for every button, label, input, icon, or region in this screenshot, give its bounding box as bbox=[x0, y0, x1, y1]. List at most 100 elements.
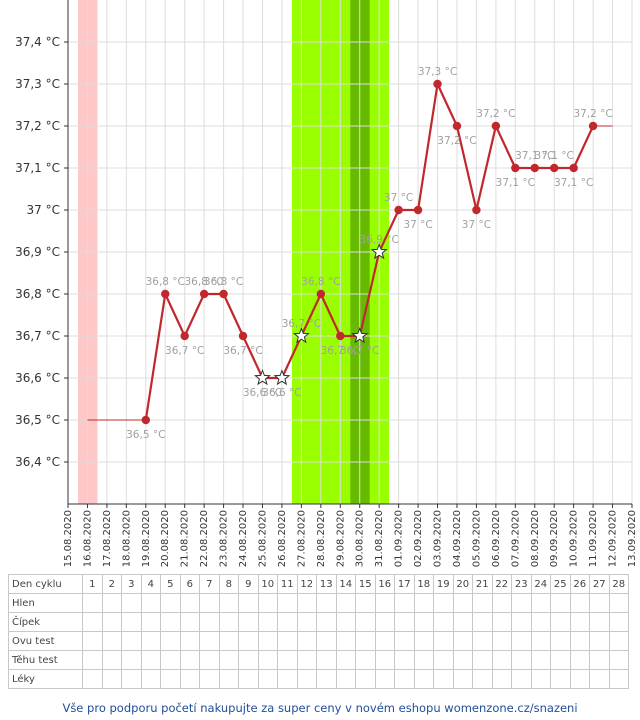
table-cell[interactable] bbox=[530, 612, 551, 632]
table-cell[interactable] bbox=[140, 593, 161, 613]
table-cell[interactable] bbox=[433, 650, 454, 670]
table-cell[interactable] bbox=[296, 631, 317, 651]
table-cell[interactable] bbox=[101, 631, 122, 651]
table-cell[interactable] bbox=[277, 612, 298, 632]
table-cell[interactable] bbox=[550, 650, 571, 670]
table-cell[interactable] bbox=[179, 669, 200, 689]
table-cell[interactable] bbox=[179, 612, 200, 632]
table-cell[interactable] bbox=[394, 593, 415, 613]
table-cell[interactable] bbox=[491, 593, 512, 613]
table-cell[interactable] bbox=[179, 593, 200, 613]
table-cell[interactable] bbox=[316, 650, 337, 670]
table-cell[interactable] bbox=[511, 669, 532, 689]
table-cell[interactable] bbox=[530, 650, 551, 670]
table-cell[interactable] bbox=[569, 612, 590, 632]
table-cell[interactable] bbox=[199, 631, 220, 651]
table-cell[interactable] bbox=[101, 612, 122, 632]
table-cell[interactable] bbox=[121, 650, 142, 670]
table-cell[interactable] bbox=[140, 612, 161, 632]
table-cell[interactable] bbox=[413, 612, 434, 632]
table-cell[interactable] bbox=[82, 650, 103, 670]
table-cell[interactable] bbox=[608, 631, 629, 651]
table-cell[interactable] bbox=[491, 631, 512, 651]
table-cell[interactable] bbox=[160, 650, 181, 670]
table-cell[interactable] bbox=[121, 669, 142, 689]
table-cell[interactable] bbox=[160, 593, 181, 613]
table-cell[interactable] bbox=[199, 612, 220, 632]
table-cell[interactable] bbox=[433, 631, 454, 651]
table-cell[interactable] bbox=[413, 631, 434, 651]
table-cell[interactable] bbox=[277, 631, 298, 651]
table-cell[interactable] bbox=[316, 593, 337, 613]
table-cell[interactable] bbox=[394, 631, 415, 651]
table-cell[interactable] bbox=[335, 612, 356, 632]
table-cell[interactable] bbox=[140, 631, 161, 651]
table-cell[interactable] bbox=[101, 593, 122, 613]
table-cell[interactable] bbox=[179, 650, 200, 670]
table-cell[interactable] bbox=[550, 669, 571, 689]
table-cell[interactable] bbox=[335, 650, 356, 670]
table-cell[interactable] bbox=[160, 612, 181, 632]
table-cell[interactable] bbox=[374, 650, 395, 670]
table-cell[interactable] bbox=[355, 612, 376, 632]
table-cell[interactable] bbox=[569, 650, 590, 670]
table-cell[interactable] bbox=[218, 612, 239, 632]
table-cell[interactable] bbox=[277, 669, 298, 689]
table-cell[interactable] bbox=[335, 631, 356, 651]
table-cell[interactable] bbox=[82, 612, 103, 632]
table-cell[interactable] bbox=[355, 593, 376, 613]
table-cell[interactable] bbox=[413, 669, 434, 689]
table-cell[interactable] bbox=[472, 631, 493, 651]
table-cell[interactable] bbox=[374, 612, 395, 632]
table-cell[interactable] bbox=[121, 593, 142, 613]
table-cell[interactable] bbox=[374, 631, 395, 651]
table-cell[interactable] bbox=[218, 631, 239, 651]
table-cell[interactable] bbox=[511, 631, 532, 651]
table-cell[interactable] bbox=[589, 593, 610, 613]
table-cell[interactable] bbox=[511, 593, 532, 613]
table-cell[interactable] bbox=[589, 612, 610, 632]
table-cell[interactable] bbox=[121, 631, 142, 651]
table-cell[interactable] bbox=[296, 593, 317, 613]
table-cell[interactable] bbox=[413, 650, 434, 670]
table-cell[interactable] bbox=[413, 593, 434, 613]
table-cell[interactable] bbox=[394, 669, 415, 689]
table-cell[interactable] bbox=[140, 669, 161, 689]
table-cell[interactable] bbox=[160, 669, 181, 689]
table-cell[interactable] bbox=[316, 669, 337, 689]
table-cell[interactable] bbox=[530, 593, 551, 613]
table-cell[interactable] bbox=[316, 612, 337, 632]
table-cell[interactable] bbox=[394, 612, 415, 632]
table-cell[interactable] bbox=[452, 612, 473, 632]
table-cell[interactable] bbox=[452, 631, 473, 651]
table-cell[interactable] bbox=[296, 669, 317, 689]
table-cell[interactable] bbox=[472, 593, 493, 613]
table-cell[interactable] bbox=[569, 669, 590, 689]
table-cell[interactable] bbox=[452, 669, 473, 689]
table-cell[interactable] bbox=[257, 669, 278, 689]
table-cell[interactable] bbox=[569, 631, 590, 651]
table-cell[interactable] bbox=[218, 669, 239, 689]
table-cell[interactable] bbox=[82, 593, 103, 613]
table-cell[interactable] bbox=[199, 650, 220, 670]
table-cell[interactable] bbox=[82, 631, 103, 651]
table-cell[interactable] bbox=[511, 650, 532, 670]
table-cell[interactable] bbox=[101, 650, 122, 670]
table-cell[interactable] bbox=[608, 612, 629, 632]
table-cell[interactable] bbox=[296, 650, 317, 670]
table-cell[interactable] bbox=[452, 650, 473, 670]
table-cell[interactable] bbox=[355, 669, 376, 689]
table-cell[interactable] bbox=[238, 612, 259, 632]
table-cell[interactable] bbox=[608, 669, 629, 689]
table-cell[interactable] bbox=[335, 593, 356, 613]
footer-link[interactable]: Vše pro podporu početí nakupujte za supe… bbox=[62, 701, 578, 715]
table-cell[interactable] bbox=[374, 669, 395, 689]
table-cell[interactable] bbox=[608, 650, 629, 670]
table-cell[interactable] bbox=[589, 631, 610, 651]
table-cell[interactable] bbox=[530, 669, 551, 689]
table-cell[interactable] bbox=[550, 593, 571, 613]
table-cell[interactable] bbox=[160, 631, 181, 651]
table-cell[interactable] bbox=[472, 612, 493, 632]
table-cell[interactable] bbox=[82, 669, 103, 689]
table-cell[interactable] bbox=[257, 631, 278, 651]
